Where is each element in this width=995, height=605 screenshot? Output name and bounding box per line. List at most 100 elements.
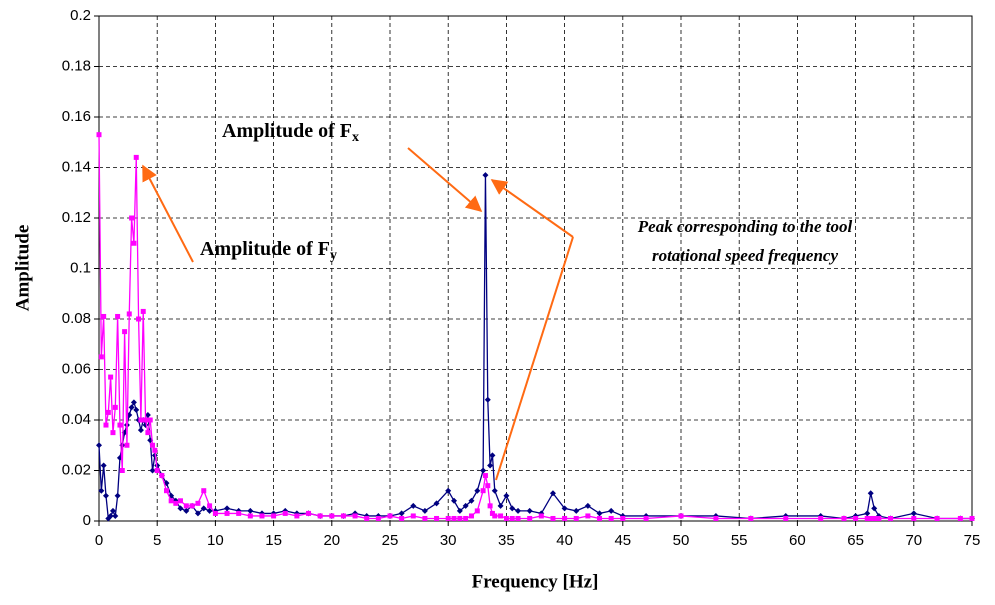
data-point	[482, 172, 489, 179]
data-point	[207, 503, 213, 509]
data-point	[102, 492, 109, 499]
data-point	[145, 430, 151, 436]
data-point	[183, 507, 190, 514]
data-point	[235, 507, 242, 514]
data-point	[487, 503, 493, 509]
data-point	[489, 452, 496, 459]
data-point	[154, 468, 160, 473]
data-point	[527, 515, 533, 521]
data-point	[515, 507, 522, 514]
data-point	[101, 313, 107, 319]
plot-frame	[98, 15, 973, 522]
x-tick-label: 70	[905, 532, 922, 549]
data-point	[98, 487, 105, 494]
data-point	[247, 507, 254, 514]
data-point	[561, 505, 568, 512]
annotations: Amplitude of Fx Amplitude of Fy Peak cor…	[142, 120, 852, 481]
data-point	[399, 515, 405, 521]
data-point	[451, 497, 458, 504]
data-point	[144, 411, 151, 418]
y-tick-label: 0.1	[70, 259, 91, 276]
data-point	[482, 473, 488, 479]
data-point	[206, 507, 213, 514]
data-point	[317, 513, 323, 519]
y-tick-label: 0.16	[62, 108, 91, 125]
data-point	[364, 515, 370, 521]
data-point	[643, 515, 649, 521]
annotation: Amplitude of Fx	[222, 120, 359, 146]
data-point	[107, 512, 114, 519]
data-point	[282, 507, 289, 514]
data-point	[177, 505, 184, 512]
data-point	[105, 409, 111, 415]
x-tick-label: 20	[323, 532, 340, 549]
data-point	[433, 500, 440, 507]
data-point	[164, 488, 170, 494]
data-point	[868, 515, 874, 521]
data-point	[573, 515, 579, 521]
data-point	[474, 508, 480, 514]
arrow	[407, 147, 483, 213]
data-point	[133, 154, 139, 160]
data-point	[126, 411, 133, 418]
data-point	[434, 515, 440, 521]
data-point	[259, 513, 265, 519]
x-tick-label: 0	[95, 532, 103, 549]
data-point	[306, 510, 312, 516]
data-point	[462, 502, 469, 509]
data-point	[498, 513, 504, 519]
data-point	[969, 515, 975, 521]
data-point	[224, 505, 231, 512]
data-point	[352, 513, 358, 519]
data-point	[183, 503, 189, 509]
data-point	[143, 417, 149, 423]
annotation: Amplitude of Fy	[200, 238, 337, 264]
data-point	[98, 354, 104, 360]
data-point	[445, 515, 451, 521]
data-point	[329, 513, 335, 519]
data-point	[109, 507, 116, 514]
data-point	[497, 502, 504, 509]
data-point	[200, 505, 207, 512]
data-point	[503, 515, 509, 521]
data-point	[867, 490, 874, 497]
data-point	[410, 502, 417, 509]
data-point	[114, 492, 121, 499]
data-point	[96, 442, 102, 449]
y-tick-label: 0.14	[62, 158, 91, 175]
data-point	[748, 515, 754, 521]
data-point	[888, 515, 894, 521]
data-point	[110, 430, 116, 436]
annotation: rotational speed frequency	[652, 246, 838, 265]
data-point	[515, 515, 521, 521]
y-tick-label: 0	[83, 512, 91, 529]
data-point	[128, 404, 135, 411]
data-point	[468, 497, 475, 504]
data-point	[124, 442, 130, 448]
data-point	[487, 462, 494, 469]
data-point	[375, 515, 381, 521]
x-tick-label: 10	[207, 532, 224, 549]
data-point	[549, 490, 556, 497]
data-point	[484, 396, 491, 403]
data-point	[224, 510, 230, 516]
data-point	[584, 502, 591, 509]
data-point	[294, 513, 300, 519]
data-point	[853, 515, 859, 521]
data-point	[585, 513, 591, 519]
data-point	[783, 515, 789, 521]
x-tick-label: 75	[964, 532, 981, 549]
data-point	[122, 329, 128, 335]
data-point	[422, 515, 428, 521]
data-point	[509, 505, 516, 512]
x-tick-label: 35	[498, 532, 515, 549]
x-tick-label: 60	[789, 532, 806, 549]
data-point	[550, 515, 556, 521]
data-point	[911, 515, 917, 521]
annotation-text: Amplitude of F	[200, 238, 330, 260]
x-tick-label: 5	[153, 532, 161, 549]
data-point	[168, 498, 174, 504]
data-point	[117, 422, 123, 428]
data-point	[841, 515, 847, 521]
